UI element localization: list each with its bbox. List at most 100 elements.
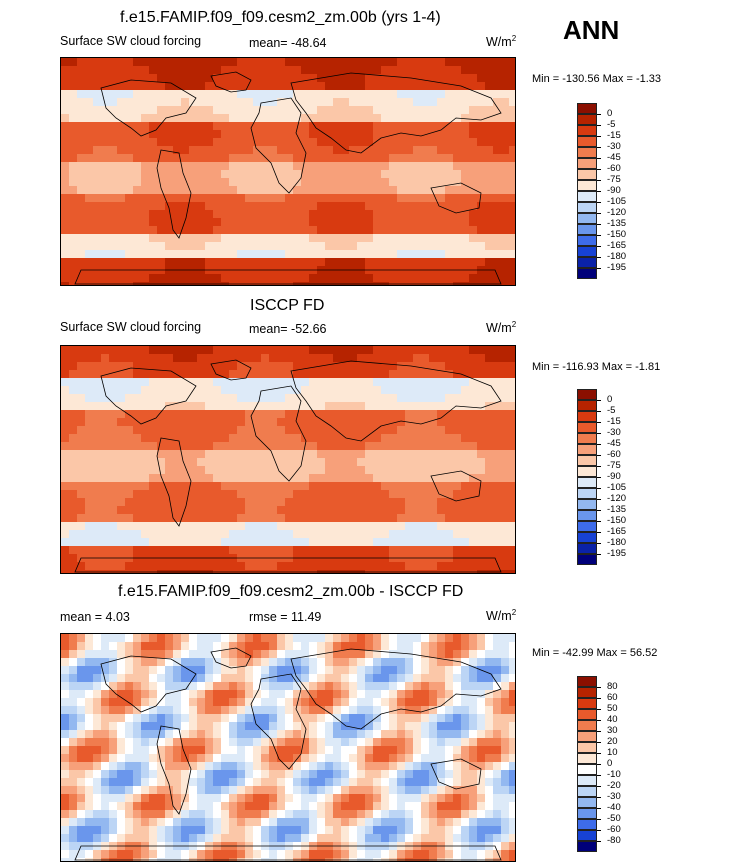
field-cell <box>365 474 374 483</box>
field-cell <box>309 274 318 283</box>
field-cell <box>221 274 230 283</box>
field-cell <box>317 186 326 195</box>
field-cell <box>181 242 190 251</box>
field-cell <box>213 538 222 547</box>
field-cell <box>109 530 118 539</box>
field-cell <box>221 666 230 675</box>
field-cell <box>501 378 510 387</box>
field-cell <box>405 490 414 499</box>
field-cell <box>469 74 478 83</box>
field-cell <box>277 186 286 195</box>
field-cell <box>309 786 318 795</box>
field-cell <box>357 474 366 483</box>
field-cell <box>317 770 326 779</box>
field-cell <box>341 746 350 755</box>
field-cell <box>357 114 366 123</box>
field-cell <box>197 570 206 573</box>
field-cell <box>165 730 174 739</box>
field-cell <box>261 634 270 643</box>
field-cell <box>429 674 438 683</box>
field-cell <box>141 146 150 155</box>
field-cell <box>157 354 166 363</box>
field-cell <box>205 682 214 691</box>
field-cell <box>461 514 470 523</box>
field-cell <box>245 194 254 203</box>
field-cell <box>389 138 398 147</box>
map-field <box>61 346 515 573</box>
field-cell <box>341 834 350 843</box>
field-cell <box>101 826 110 835</box>
field-cell <box>373 74 382 83</box>
field-cell <box>101 82 110 91</box>
field-cell <box>461 58 470 67</box>
field-cell <box>397 418 406 427</box>
field-cell <box>253 378 262 387</box>
field-cell <box>477 562 486 571</box>
field-cell <box>445 130 454 139</box>
field-cell <box>429 410 438 419</box>
field-cell <box>349 82 358 91</box>
field-cell <box>61 706 70 715</box>
field-cell <box>141 690 150 699</box>
field-cell <box>61 530 70 539</box>
field-cell <box>453 418 462 427</box>
field-cell <box>413 498 422 507</box>
field-cell <box>461 778 470 787</box>
field-cell <box>245 106 254 115</box>
field-cell <box>493 370 502 379</box>
field-cell <box>317 794 326 803</box>
field-cell <box>237 738 246 747</box>
field-cell <box>285 490 294 499</box>
field-cell <box>373 754 382 763</box>
field-cell <box>293 642 302 651</box>
field-cell <box>61 842 70 851</box>
field-cell <box>261 490 270 499</box>
field-cell <box>253 818 262 827</box>
field-cell <box>349 282 358 285</box>
field-cell <box>373 762 382 771</box>
field-cell <box>221 466 230 475</box>
field-cell <box>189 210 198 219</box>
field-cell <box>317 818 326 827</box>
field-cell <box>309 394 318 403</box>
field-cell <box>173 362 182 371</box>
field-cell <box>477 154 486 163</box>
field-cell <box>93 730 102 739</box>
field-cell <box>325 418 334 427</box>
field-cell <box>421 98 430 107</box>
field-cell <box>213 106 222 115</box>
field-cell <box>501 146 510 155</box>
field-cell <box>469 426 478 435</box>
field-cell <box>301 242 310 251</box>
field-cell <box>277 362 286 371</box>
field-cell <box>237 426 246 435</box>
field-cell <box>101 730 110 739</box>
field-cell <box>293 690 302 699</box>
field-cell <box>181 810 190 819</box>
field-cell <box>357 378 366 387</box>
field-cell <box>269 426 278 435</box>
field-cell <box>85 706 94 715</box>
field-cell <box>197 418 206 427</box>
field-cell <box>309 178 318 187</box>
field-cell <box>125 402 134 411</box>
field-cell <box>317 522 326 531</box>
field-cell <box>317 354 326 363</box>
field-cell <box>389 690 398 699</box>
field-cell <box>477 546 486 555</box>
field-cell <box>413 82 422 91</box>
field-cell <box>133 826 142 835</box>
field-cell <box>221 354 230 363</box>
field-cell <box>309 194 318 203</box>
field-cell <box>501 202 510 211</box>
field-cell <box>221 234 230 243</box>
field-cell <box>205 826 214 835</box>
field-cell <box>165 514 174 523</box>
field-cell <box>213 666 222 675</box>
field-cell <box>133 754 142 763</box>
field-cell <box>269 170 278 179</box>
field-cell <box>397 194 406 203</box>
field-cell <box>141 698 150 707</box>
field-cell <box>317 474 326 483</box>
field-cell <box>101 258 110 267</box>
